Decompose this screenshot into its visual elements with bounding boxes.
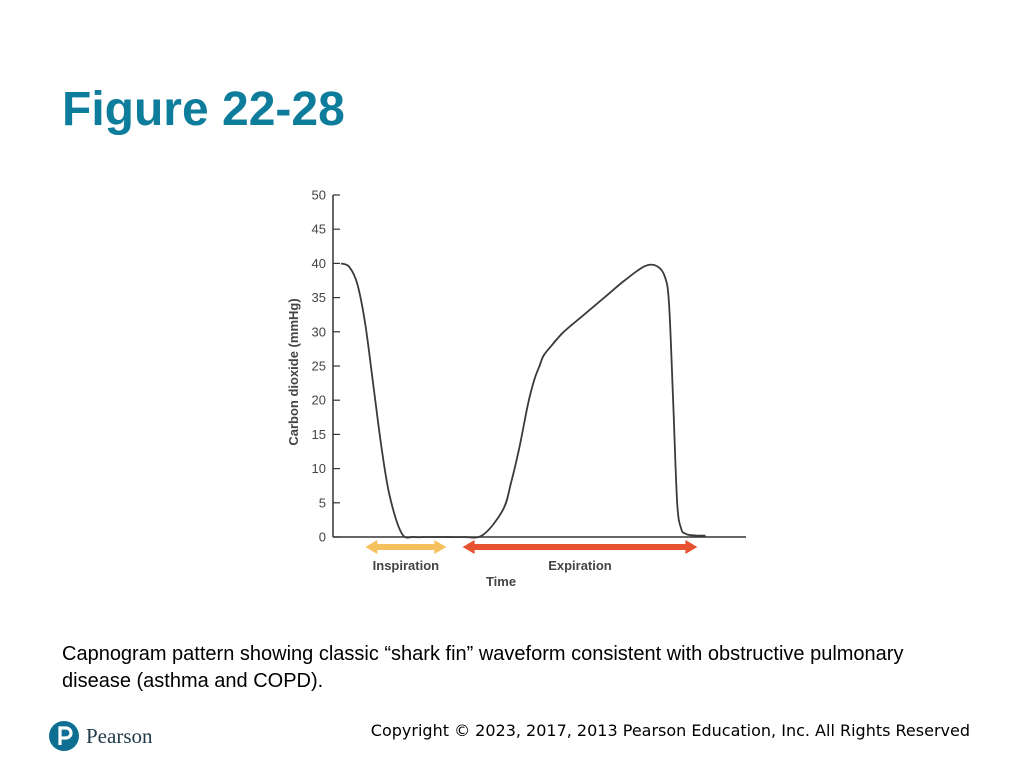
- copyright-notice: Copyright © 2023, 2017, 2013 Pearson Edu…: [370, 721, 970, 740]
- series-line: [340, 262, 706, 539]
- y-tick-label: 20: [312, 393, 326, 408]
- y-tick-label: 30: [312, 324, 326, 339]
- y-axis-label: Carbon dioxide (mmHg): [286, 298, 301, 445]
- x-axis-label: Time: [486, 574, 516, 589]
- y-tick-label: 25: [312, 359, 326, 374]
- y-tick-label: 40: [312, 256, 326, 271]
- capnogram-chart: Carbon dioxide (mmHg) 0 5 10 15 20 25 30 35 40 45…: [286, 188, 746, 589]
- y-tick-label: 15: [312, 427, 326, 442]
- phase-arrow-inspiration: Inspiration: [365, 540, 447, 573]
- phase-arrows: Inspiration Expiration: [365, 540, 698, 573]
- y-tick-label: 35: [312, 290, 326, 305]
- y-ticks: 0 5 10 15 20 25 30 35 40 45 50: [312, 188, 340, 545]
- phase-label: Inspiration: [373, 558, 440, 573]
- pearson-logo-text: Pearson: [86, 723, 153, 748]
- phase-arrow-expiration: Expiration: [462, 540, 698, 573]
- pearson-logo-icon: [49, 721, 79, 751]
- slide-title: Figure 22-28: [62, 83, 345, 136]
- pearson-logo: Pearson: [48, 718, 153, 754]
- y-tick-label: 50: [312, 188, 326, 203]
- y-tick-label: 10: [312, 461, 326, 476]
- figure-caption: Capnogram pattern showing classic “shark…: [62, 643, 904, 692]
- y-tick-label: 45: [312, 222, 326, 237]
- y-tick-label: 0: [319, 530, 326, 545]
- phase-label: Expiration: [548, 558, 612, 573]
- y-tick-label: 5: [319, 495, 326, 510]
